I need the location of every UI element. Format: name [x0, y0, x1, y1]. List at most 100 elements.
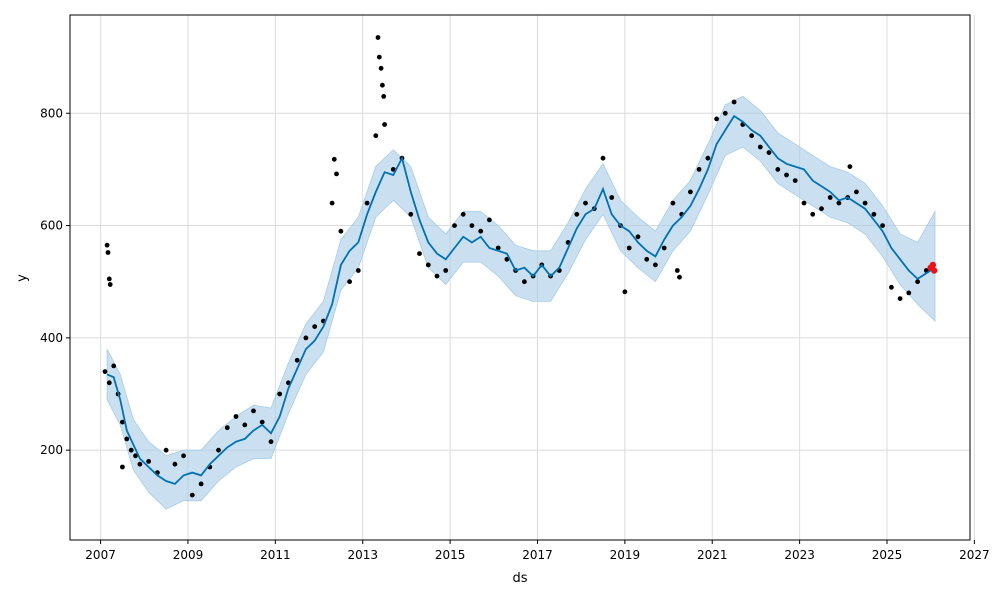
- observed-point: [376, 54, 382, 60]
- observed-point: [312, 324, 318, 329]
- y-axis-label: y: [15, 274, 30, 282]
- observed-point: [216, 447, 221, 453]
- observed-point: [303, 335, 309, 341]
- observed-point: [338, 228, 344, 234]
- forecast-line-group: [106, 114, 936, 485]
- y-axis-ticks: 200 400 600 800: [40, 106, 70, 457]
- observed-point: [810, 211, 816, 217]
- x-tick-label: 2007: [85, 548, 116, 562]
- observed-point: [102, 369, 108, 374]
- observed-point: [775, 167, 781, 172]
- observed-point: [163, 447, 169, 453]
- observed-point: [133, 453, 138, 459]
- observed-point: [522, 279, 527, 285]
- observed-point: [355, 268, 361, 273]
- observed-point: [819, 206, 824, 212]
- observed-point: [331, 156, 337, 162]
- observed-point: [670, 200, 676, 206]
- observed-point: [792, 178, 798, 184]
- observed-point: [626, 245, 632, 251]
- observed-point: [889, 284, 894, 290]
- observed-point: [836, 200, 842, 206]
- observed-point: [381, 94, 387, 99]
- observed-point: [722, 110, 728, 116]
- observed-point: [801, 200, 807, 206]
- observed-point: [847, 164, 853, 170]
- x-tick-label: 2019: [610, 548, 641, 562]
- observed-point: [382, 122, 387, 127]
- y-tick-label: 400: [40, 331, 63, 345]
- observed-point: [105, 250, 111, 255]
- observed-point: [347, 279, 352, 285]
- observed-point: [277, 391, 283, 397]
- x-tick-label: 2009: [173, 548, 204, 562]
- observed-point: [443, 268, 449, 273]
- observed-point: [329, 200, 335, 206]
- observed-point: [268, 439, 274, 445]
- observed-point: [644, 256, 650, 262]
- observed-point: [198, 481, 204, 487]
- observed-point: [478, 228, 484, 234]
- plot-border: [69, 14, 971, 541]
- observed-point: [757, 144, 763, 150]
- observed-point: [784, 172, 789, 178]
- observed-point: [417, 251, 422, 256]
- observed-point: [251, 408, 256, 414]
- observed-point: [259, 419, 265, 425]
- observed-point: [425, 262, 431, 268]
- observed-point: [661, 245, 667, 251]
- observed-point: [146, 459, 152, 464]
- observed-point: [653, 262, 658, 268]
- forecast-highlight-point: [931, 267, 938, 274]
- observed-point: [574, 211, 580, 217]
- observed-point: [172, 461, 178, 467]
- observed-point: [906, 290, 912, 296]
- observed-point: [635, 234, 641, 240]
- x-tick-label: 2021: [697, 548, 728, 562]
- x-tick-label: 2015: [435, 548, 466, 562]
- x-tick-label: 2027: [959, 548, 990, 562]
- observed-point: [120, 464, 125, 470]
- observed-point: [390, 167, 396, 172]
- observed-point: [469, 223, 475, 229]
- observed-point: [120, 419, 125, 425]
- observed-point: [504, 256, 510, 262]
- observed-point: [622, 289, 628, 295]
- uncertainty-band: [106, 95, 936, 510]
- observed-point: [434, 273, 440, 279]
- observed-point: [181, 453, 187, 459]
- observed-point: [688, 189, 693, 195]
- x-tick-label: 2017: [522, 548, 553, 562]
- observed-point: [749, 133, 754, 139]
- grid-lines: [70, 15, 975, 540]
- observed-point: [375, 35, 381, 40]
- forecast-line: [106, 114, 936, 485]
- observed-point: [242, 422, 248, 428]
- observed-point: [189, 492, 195, 498]
- x-tick-label: 2013: [347, 548, 378, 562]
- observed-point: [124, 436, 130, 442]
- y-tick-label: 600: [40, 219, 63, 233]
- forecast-highlight-point: [929, 261, 937, 269]
- observed-point: [408, 211, 414, 217]
- observed-point: [224, 425, 230, 431]
- observed-point: [583, 200, 588, 206]
- observed-point: [705, 155, 711, 161]
- observed-point: [487, 217, 492, 223]
- observed-point: [495, 245, 501, 251]
- observed-point: [600, 155, 606, 161]
- observed-point: [696, 167, 702, 172]
- observed-point: [460, 211, 466, 217]
- observed-point: [915, 279, 920, 285]
- y-tick-label: 800: [40, 106, 63, 120]
- observed-point: [827, 195, 833, 200]
- x-axis-label: ds: [512, 571, 527, 586]
- uncertainty-band-area: [106, 95, 936, 510]
- observed-point: [364, 200, 370, 206]
- observed-point: [862, 200, 868, 206]
- observed-point: [334, 171, 339, 177]
- observed-point: [452, 223, 457, 229]
- observed-point: [233, 414, 239, 419]
- observed-point: [380, 82, 385, 88]
